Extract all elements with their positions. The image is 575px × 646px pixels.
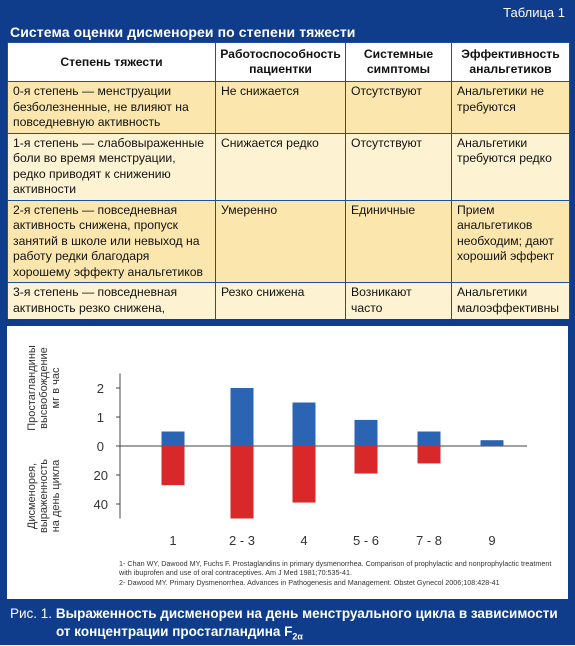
dysmenorrhea-bar xyxy=(292,446,316,503)
y-tick-label: 0 xyxy=(97,439,104,454)
table-cell: Анальгетики не требуются xyxy=(451,81,570,134)
column-header: Степень тяжести xyxy=(7,42,216,82)
table-title: Система оценки дисменореи по степени тяж… xyxy=(10,24,356,40)
prostaglandin-bar xyxy=(480,440,504,446)
dysmenorrhea-bar xyxy=(417,446,441,464)
prostaglandin-bar xyxy=(417,431,441,446)
reference-item: 1- Chan WY, Dawood MY, Fuchs F. Prostagl… xyxy=(119,559,552,578)
table-cell: Умеренно xyxy=(215,199,346,283)
table-cell: 1-я степень — слабовыраженные боли во вр… xyxy=(7,132,216,201)
lower-axis-label: Дисменорея, выраженность на день цикла xyxy=(26,459,62,533)
table-cell: Отсутствуют xyxy=(345,132,452,201)
table-cell: Не снижается xyxy=(215,81,346,134)
axis-label-line: выраженность xyxy=(38,459,50,533)
y-tick-label: 40 xyxy=(94,497,108,512)
x-tick-label: 1 xyxy=(169,533,176,548)
y-tick-label: 20 xyxy=(94,468,108,483)
figure-caption: Рис. 1. Выраженность дисменореи на день … xyxy=(10,605,558,646)
table-cell: Единичные xyxy=(345,199,452,283)
prostaglandin-bar xyxy=(292,402,316,446)
x-tick-label: 7 - 8 xyxy=(416,533,442,548)
dysmenorrhea-bar xyxy=(230,446,254,519)
table-cell: 0-я степень — менструации безболезненные… xyxy=(7,81,216,134)
figure-panel: 2 1 0 20 40 Простагландины высвобождение мг в ч… xyxy=(0,319,575,645)
table-row: 1-я степень — слабовыраженные боли во вр… xyxy=(7,132,570,201)
caption-line-2: от концентрации простагландина F xyxy=(56,624,293,639)
column-header: Работоспособность пациентки xyxy=(215,42,346,82)
axis-label-line: Простагландины xyxy=(26,345,38,431)
prostaglandin-bar xyxy=(230,388,254,446)
axis-label-line: высвобождение xyxy=(38,347,50,429)
x-tick-label: 9 xyxy=(488,533,495,548)
y-tick-label: 1 xyxy=(97,410,104,425)
table-number: Таблица 1 xyxy=(503,5,565,20)
bar-chart: 2 1 0 20 40 Простагландины высвобождение мг в ч… xyxy=(26,345,527,548)
dysmenorrhea-bar xyxy=(161,446,185,486)
axis-label-line: Дисменорея, xyxy=(26,463,38,529)
reference-item: 2- Dawood MY. Primary Dysmenorrhea. Adva… xyxy=(119,578,500,588)
axis-label-line: мг в час xyxy=(50,367,62,408)
severity-table: Степень тяжести Работоспособность пациен… xyxy=(7,42,570,335)
chart-area: 2 1 0 20 40 Простагландины высвобождение мг в ч… xyxy=(7,326,568,599)
references: 1- Chan WY, Dawood MY, Fuchs F. Prostagl… xyxy=(119,559,559,589)
table-cell: Анальгетики требуются редко xyxy=(451,132,570,201)
caption-line-1: Выраженность дисменореи на день менструа… xyxy=(55,606,558,621)
table-row: 2-я степень — повседневная активность сн… xyxy=(7,199,570,283)
table-panel: Таблица 1 Система оценки дисменореи по с… xyxy=(0,0,575,335)
table-cell: Отсутствуют xyxy=(345,81,452,134)
x-tick-label: 5 - 6 xyxy=(353,533,379,548)
table-cell: 2-я степень — повседневная активность сн… xyxy=(7,199,216,283)
caption-lead: Рис. 1. xyxy=(10,606,53,621)
table-header-row: Степень тяжести Работоспособность пациен… xyxy=(7,42,570,82)
x-tick-label: 4 xyxy=(300,533,307,548)
table-cell: Снижается редко xyxy=(215,132,346,201)
prostaglandin-bar xyxy=(354,419,378,446)
table-cell: Прием анальгетиков необходим; дают хорош… xyxy=(451,199,570,283)
column-header: Эффективность анальгетиков xyxy=(451,42,570,82)
upper-axis-label: Простагландины высвобождение мг в час xyxy=(26,345,62,431)
axis-label-line: на день цикла xyxy=(50,459,62,532)
dysmenorrhea-bar xyxy=(354,446,378,474)
x-tick-label: 2 - 3 xyxy=(229,533,255,548)
column-header: Системные симптомы xyxy=(345,42,452,82)
prostaglandin-bar xyxy=(161,431,185,446)
table-row: 0-я степень — менструации безболезненные… xyxy=(7,81,570,134)
y-tick-label: 2 xyxy=(97,381,104,396)
caption-subscript: 2α xyxy=(292,631,303,642)
